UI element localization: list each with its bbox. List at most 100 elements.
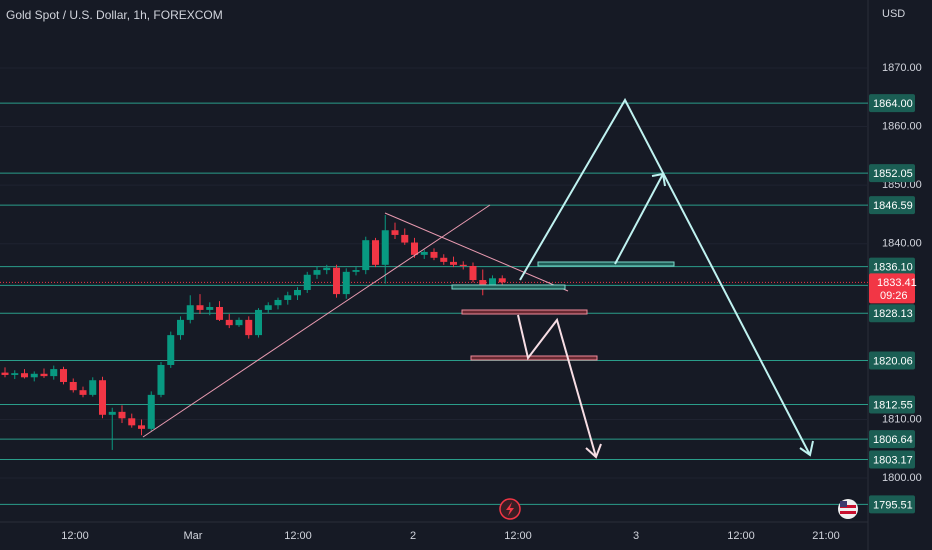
arrow-head <box>651 172 666 187</box>
y-tick-label: 1870.00 <box>882 62 922 74</box>
candle-body <box>69 381 77 391</box>
candle-body <box>411 242 418 255</box>
candle-body <box>255 309 262 336</box>
level-label-bg <box>869 164 915 183</box>
candle-body <box>391 230 399 235</box>
grid-layer <box>0 67 868 479</box>
x-tick-label: 12:00 <box>61 530 89 542</box>
candle-body <box>469 265 477 281</box>
level-label-bg <box>869 196 915 215</box>
candles-layer <box>1 215 506 450</box>
trendline <box>384 212 569 292</box>
candle-body <box>186 305 194 320</box>
candle-body <box>128 418 136 426</box>
last-price-bg <box>869 273 915 304</box>
zone <box>451 284 566 290</box>
price-axis: 1870.001860.001850.001840.001810.001800.… <box>869 62 922 514</box>
candle-body <box>21 373 28 378</box>
level-label: 1795.51 <box>873 499 913 511</box>
candle-body <box>342 271 350 295</box>
candle-body <box>147 394 155 429</box>
zone <box>537 261 675 267</box>
candle-body <box>381 230 389 265</box>
candle-body <box>498 278 506 283</box>
drawings <box>142 97 814 459</box>
level-label: 1852.05 <box>873 168 913 180</box>
candle-body <box>401 234 409 243</box>
candle-body <box>352 270 360 272</box>
candle-body <box>206 306 214 310</box>
chart-title: Gold Spot / U.S. Dollar, 1h, FOREXCOM <box>6 8 223 22</box>
x-tick-label: 2 <box>410 530 416 542</box>
candle-body <box>11 373 19 375</box>
candle-body <box>99 380 106 415</box>
zone <box>461 309 588 315</box>
candle-body <box>50 369 58 377</box>
candle-body <box>284 295 292 300</box>
level-label: 1820.06 <box>873 355 913 367</box>
projection-arrow <box>517 314 597 458</box>
level-label: 1803.17 <box>873 454 913 466</box>
level-label-bg <box>869 495 915 514</box>
level-label-bg <box>869 94 915 113</box>
level-label: 1812.55 <box>873 399 913 411</box>
candle-body <box>30 373 38 378</box>
time-axis: 12:00 Mar 12:00 2 12:00 3 12:00 21:00 <box>61 530 840 542</box>
candle-body <box>60 369 67 382</box>
last-price-label: 1833.41 <box>877 277 917 289</box>
candle-body <box>313 270 321 275</box>
currency: USD <box>882 8 905 20</box>
x-tick-label: 12:00 <box>504 530 532 542</box>
candle-body <box>479 280 487 286</box>
y-tick-label: 1860.00 <box>882 120 922 132</box>
candle-body <box>235 319 243 326</box>
candle-body <box>40 373 48 377</box>
level-label: 1806.64 <box>873 434 913 446</box>
projection-arrow <box>614 173 664 265</box>
candle-body <box>450 261 457 265</box>
level-label: 1836.10 <box>873 261 913 273</box>
projection-arrow <box>519 97 811 456</box>
level-label-bg <box>869 304 915 323</box>
level-label-bg <box>869 351 915 370</box>
candle-body <box>333 267 340 295</box>
candle-body <box>245 319 253 336</box>
x-tick-label: Mar <box>184 530 203 542</box>
x-tick-label: 12:00 <box>727 530 755 542</box>
candle-body <box>225 319 233 326</box>
level-label-bg <box>869 395 915 414</box>
candle-body <box>372 240 379 265</box>
trendline <box>142 204 491 438</box>
level-label-bg <box>869 450 915 469</box>
candle-body <box>89 380 97 395</box>
candle-body <box>430 251 438 258</box>
y-tick-label: 1800.00 <box>882 472 922 484</box>
candle-body <box>303 274 311 290</box>
level-label-bg <box>869 430 915 449</box>
replay-icon[interactable] <box>499 498 521 520</box>
level-label: 1828.13 <box>873 308 913 320</box>
y-tick-label: 1810.00 <box>882 413 922 425</box>
candle-body <box>79 390 87 395</box>
candle-body <box>167 335 175 365</box>
candle-body <box>264 305 272 310</box>
x-tick-label: 12:00 <box>284 530 312 542</box>
candle-body <box>1 372 9 375</box>
y-tick-label: 1840.00 <box>882 238 922 250</box>
arrow-head <box>799 440 814 457</box>
level-label: 1864.00 <box>873 98 913 110</box>
candle-body <box>420 251 428 255</box>
flag-icon[interactable] <box>838 499 858 519</box>
level-label: 1846.59 <box>873 200 913 212</box>
candle-body <box>196 305 204 310</box>
candle-body <box>294 290 301 296</box>
candle-body <box>362 240 370 271</box>
x-tick-label: 21:00 <box>812 530 840 542</box>
countdown: 09:26 <box>880 290 908 302</box>
candle-body <box>489 278 496 286</box>
levels-layer <box>0 102 868 505</box>
x-tick-label: 3 <box>633 530 639 542</box>
candle-body <box>274 299 282 306</box>
